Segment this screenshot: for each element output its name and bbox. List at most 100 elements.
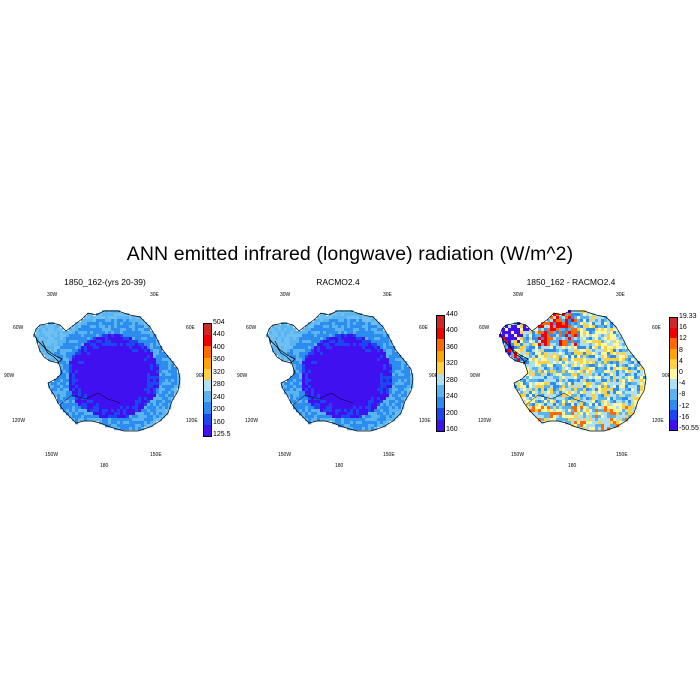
lon-label-120e: 120E [419, 418, 431, 424]
colorbar-box [204, 413, 211, 425]
colorbar-tick-label: -16 [679, 413, 690, 421]
colorbar-box [670, 399, 677, 410]
colorbar-tick-label: 160 [446, 426, 458, 433]
colorbar-box [437, 396, 444, 408]
lon-label-30e: 30E [150, 292, 159, 298]
colorbar-box [204, 368, 211, 381]
colorbar-box [437, 385, 444, 397]
map-raster [266, 310, 414, 431]
lon-label-90e: 90E [662, 373, 671, 379]
map-raster [33, 310, 181, 431]
antarctica-map [499, 310, 647, 432]
colorbar-box [204, 335, 211, 347]
colorbar [669, 317, 678, 431]
lon-label-90w: 90W [470, 373, 481, 379]
colorbar-tick-label: -12 [679, 402, 690, 410]
lon-label-120e: 120E [652, 418, 664, 424]
colorbar-box [670, 419, 677, 431]
colorbar-tick-label: 4 [679, 357, 683, 365]
colorbar-tick-label: 200 [446, 409, 458, 417]
coastline [266, 310, 414, 432]
map-panel-racmo: RACMO2.4 30W 30E 60W 60E 90W 90E 120W 12… [233, 275, 463, 475]
colorbar-tick-label: 12 [679, 335, 687, 343]
colorbar-box [437, 350, 444, 362]
lon-label-90e: 90E [429, 373, 438, 379]
colorbar-tick-label: -50.55 [679, 425, 699, 432]
panel-title: 1850_162-(yrs 20-39) [64, 277, 146, 287]
colorbar-tick-label: -4 [679, 380, 686, 388]
panel-title: RACMO2.4 [316, 277, 360, 287]
lon-label-30e: 30E [616, 292, 625, 298]
colorbar-tick-label: 400 [446, 327, 458, 335]
lon-label-30w: 30W [47, 292, 58, 298]
colorbar-box [437, 419, 444, 431]
colorbar-tick-label: 16 [679, 324, 687, 332]
coastline [499, 310, 647, 432]
colorbar-box [437, 373, 444, 385]
colorbar-box [670, 348, 677, 359]
colorbar-box [670, 318, 677, 329]
lon-label-60e: 60E [652, 325, 661, 331]
peninsula-coastline [268, 336, 296, 364]
colorbar-box [670, 389, 677, 400]
peninsula-coastline [501, 336, 529, 364]
colorbar-box [204, 380, 211, 392]
lon-label-150e: 150E [383, 452, 395, 458]
colorbar-tick-label: 200 [213, 406, 225, 414]
colorbar-box [670, 338, 677, 349]
lon-label-30e: 30E [383, 292, 392, 298]
lon-label-180: 180 [335, 463, 344, 469]
lon-label-120e: 120E [186, 418, 198, 424]
colorbar-box [670, 328, 677, 339]
lon-label-90w: 90W [237, 373, 248, 379]
peninsula-coastline [35, 336, 63, 364]
ice-shelf-line [292, 392, 354, 406]
map-raster [499, 310, 647, 431]
colorbar-tick-label: 504 [213, 319, 225, 326]
colorbar-tick-label: 320 [213, 368, 225, 376]
lon-label-120w: 120W [12, 418, 26, 424]
lon-label-60e: 60E [419, 325, 428, 331]
lon-label-90e: 90E [196, 373, 205, 379]
lon-label-150w: 150W [278, 452, 292, 458]
colorbar-tick-label: 360 [213, 356, 225, 364]
lon-label-120w: 120W [478, 418, 492, 424]
lon-label-180: 180 [100, 463, 109, 469]
colorbar-tick-label: 360 [446, 343, 458, 351]
lon-label-150w: 150W [45, 452, 59, 458]
map-panel-difference: 1850_162 - RACMO2.4 30W 30E 60W 60E 90W … [466, 275, 699, 475]
colorbar-tick-label: 440 [213, 331, 225, 339]
lon-label-150w: 150W [511, 452, 525, 458]
lon-label-60w: 60W [246, 325, 257, 331]
colorbar [203, 323, 212, 437]
colorbar-tick-label: -8 [679, 391, 686, 399]
colorbar-tick-label: 240 [213, 393, 225, 401]
colorbar-tick-label: 440 [446, 311, 458, 318]
colorbar-tick-label: 280 [213, 381, 225, 389]
colorbar-tick-label: 0 [679, 369, 683, 376]
ice-shelf-line [525, 392, 587, 406]
colorbar-box [204, 357, 211, 369]
colorbar-box [204, 324, 211, 336]
lon-label-150e: 150E [616, 452, 628, 458]
map-panel-model: 1850_162-(yrs 20-39) 30W 30E 60W 60E 90W… [0, 275, 231, 475]
colorbar-tick-label: 19.33 [679, 313, 697, 320]
panel-title: 1850_162 - RACMO2.4 [526, 277, 616, 287]
lon-label-60w: 60W [479, 325, 490, 331]
lon-label-120w: 120W [245, 418, 259, 424]
colorbar-tick-label: 280 [446, 376, 458, 384]
colorbar-tick-label: 400 [213, 343, 225, 351]
ice-shelf-line [59, 392, 121, 406]
colorbar-box [670, 368, 677, 380]
colorbar-box [437, 316, 444, 328]
lon-label-30w: 30W [280, 292, 291, 298]
colorbar-tick-label: 320 [446, 360, 458, 368]
colorbar-box [437, 339, 444, 351]
antarctica-map [33, 310, 181, 432]
colorbar-box [670, 358, 677, 369]
colorbar-tick-label: 240 [446, 393, 458, 401]
colorbar-box [204, 402, 211, 414]
colorbar-tick-label: 8 [679, 346, 683, 354]
colorbar-box [204, 391, 211, 403]
coastline [33, 310, 181, 432]
